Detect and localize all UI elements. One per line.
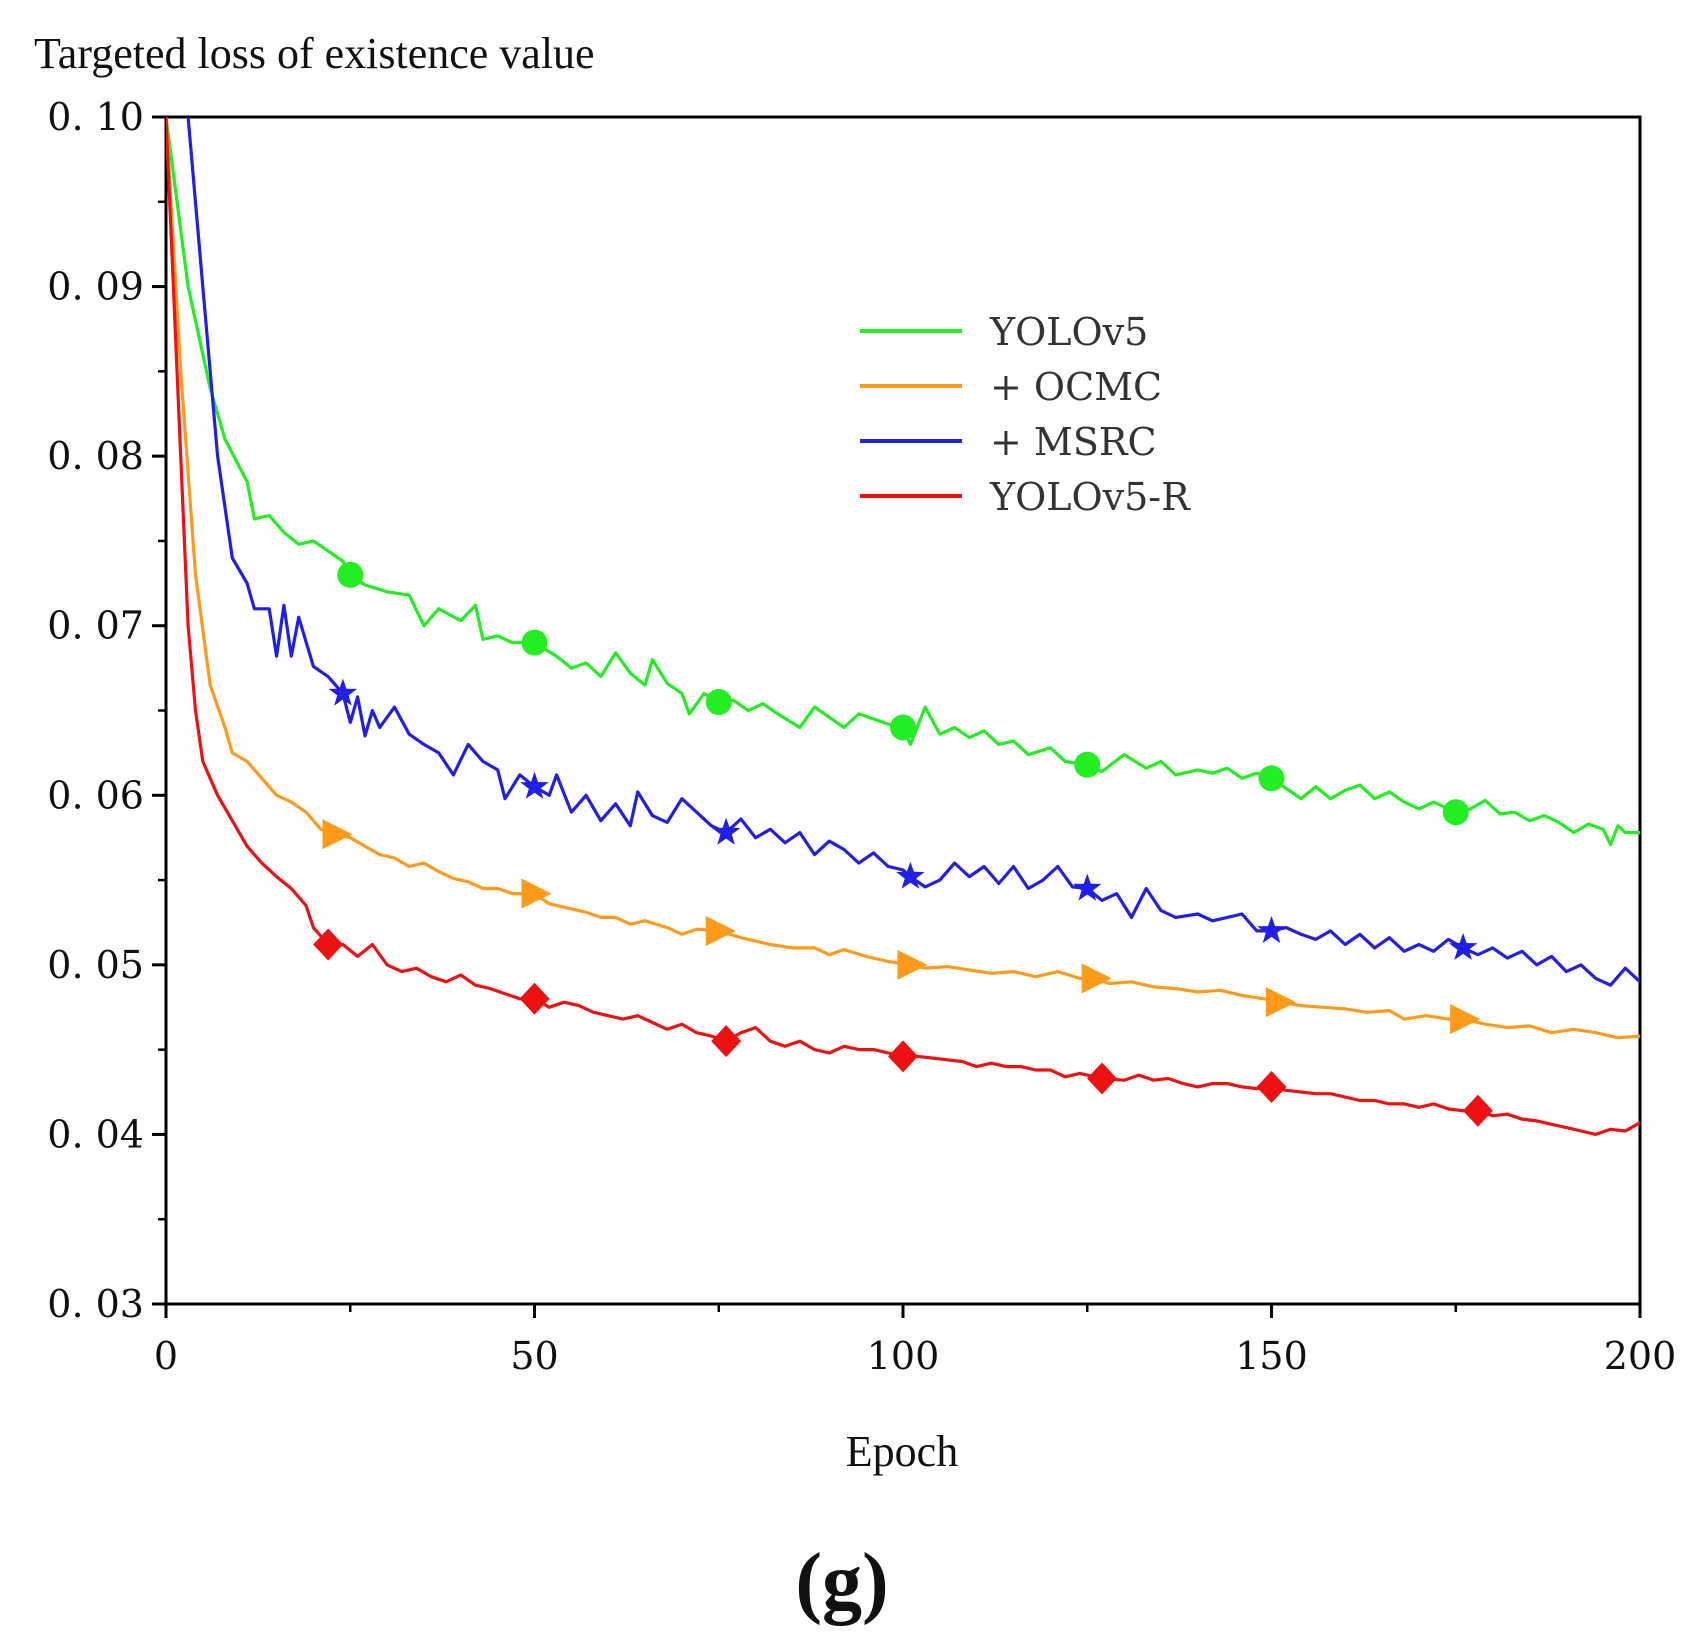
series-marker-msrc [520, 771, 549, 799]
y-tick-label: 0. 05 [47, 943, 144, 987]
series-marker-ocmc [897, 949, 928, 980]
series-marker-ocmc [1265, 987, 1296, 1018]
series-marker-yolov5-r [1256, 1070, 1287, 1103]
x-tick-label: 0 [154, 1334, 178, 1378]
series-marker-yolov5-r [1086, 1062, 1117, 1095]
series-marker-msrc [1448, 932, 1478, 960]
legend: YOLOv5 + OCMC + MSRC YOLOv5-R [860, 310, 1191, 519]
plot-frame [164, 115, 1642, 1306]
series-marker-yolov5-r [313, 928, 344, 961]
series-marker-yolov5-r [888, 1040, 918, 1073]
series-marker-yolov5 [1442, 799, 1469, 826]
series-marker-yolov5 [337, 561, 364, 588]
series-marker-yolov5-r [711, 1025, 742, 1058]
legend-label-msrc: + MSRC [990, 420, 1157, 464]
series-marker-yolov5-r [519, 982, 550, 1015]
plot-area: 0. 03 0. 04 0. 05 0. 06 0. 07 0. 08 0. 09 0. 10… [47, 95, 1676, 1378]
y-tick-label: 0. 04 [47, 1112, 144, 1156]
series-marker-yolov5 [890, 714, 916, 741]
series-group [166, 117, 1640, 1136]
x-tick-label: 50 [510, 1334, 558, 1378]
x-tick-label: 200 [1604, 1334, 1677, 1378]
series-marker-msrc [328, 678, 358, 706]
y-axis-title: Targeted loss of existence value [34, 29, 595, 78]
x-tick-label: 150 [1235, 1334, 1308, 1378]
series-marker-ocmc [322, 819, 353, 850]
series-marker-yolov5-r [1462, 1094, 1493, 1127]
legend-label-ocmc: + OCMC [990, 365, 1162, 409]
legend-label-yolov5-r: YOLOv5-R [989, 475, 1191, 519]
series-marker-msrc [1257, 915, 1286, 944]
y-tick-label: 0. 06 [47, 773, 144, 817]
series-line-yolov5-r [166, 117, 1640, 1136]
y-tick-label: 0. 10 [47, 95, 144, 139]
series-marker-ocmc [521, 878, 552, 909]
series-line-msrc [186, 117, 1640, 987]
y-tick-label: 0. 08 [47, 434, 144, 478]
y-tick-label: 0. 07 [47, 604, 144, 648]
y-tick-label: 0. 03 [47, 1282, 144, 1326]
series-marker-msrc [1073, 873, 1102, 901]
series-marker-yolov5 [1074, 751, 1101, 778]
series-marker-yolov5 [705, 689, 732, 716]
y-tick-label: 0. 09 [47, 265, 144, 309]
series-marker-yolov5 [1258, 765, 1285, 792]
series-marker-msrc [711, 817, 741, 845]
series-marker-yolov5 [521, 629, 548, 656]
series-marker-ocmc [1081, 963, 1112, 994]
series-marker-msrc [896, 861, 925, 889]
series-marker-ocmc [705, 915, 736, 946]
x-axis-title: Epoch [846, 1427, 958, 1476]
panel-label: (g) [795, 1538, 888, 1626]
series-line-ocmc [166, 117, 1640, 1040]
legend-label-yolov5: YOLOv5 [989, 310, 1148, 354]
series-marker-ocmc [1450, 1004, 1481, 1035]
x-tick-label: 100 [867, 1334, 940, 1378]
